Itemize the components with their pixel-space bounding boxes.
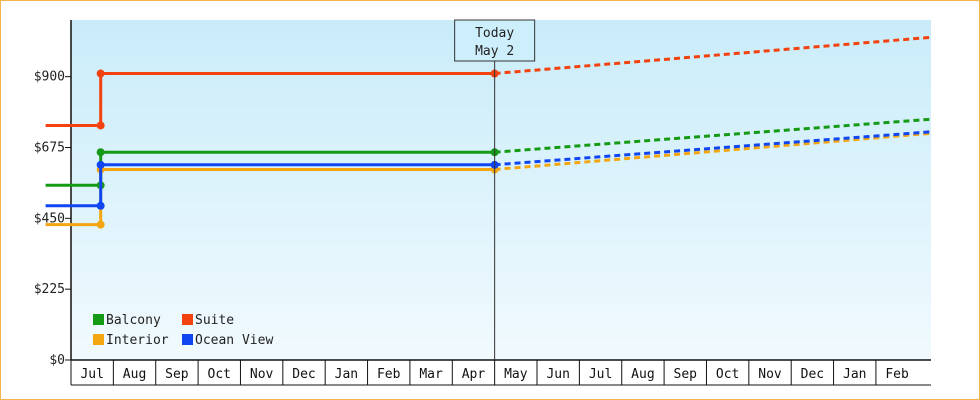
y-axis: $0 $225 $450 $675 $900 — [34, 20, 72, 368]
y-tick-label: $900 — [34, 70, 65, 85]
today-label-line1: Today — [475, 26, 514, 41]
x-tick-label: Dec — [801, 367, 824, 382]
x-tick-label: Apr — [462, 367, 486, 382]
series-history-line — [45, 163, 495, 208]
x-tick-label: Oct — [716, 367, 739, 382]
x-tick-label: Sep — [165, 367, 189, 382]
x-tick-label: May — [504, 367, 528, 382]
x-tick-label: Aug — [631, 367, 654, 382]
legend-label: Balcony — [106, 313, 161, 328]
x-tick-label: Jan — [843, 367, 866, 382]
data-point — [96, 69, 105, 78]
plot-area — [71, 20, 931, 360]
series-forecast-line — [494, 117, 932, 154]
legend-swatch — [93, 334, 104, 345]
legend: Balcony Suite Interior Ocean View — [93, 313, 273, 348]
legend-label: Interior — [106, 333, 169, 348]
legend-item: Ocean View — [182, 333, 273, 348]
data-point — [96, 148, 105, 157]
legend-item: Suite — [182, 313, 234, 328]
legend-item: Interior — [93, 333, 169, 348]
data-point — [96, 220, 105, 229]
x-tick-label: Aug — [123, 367, 146, 382]
x-tick-label: Feb — [885, 367, 909, 382]
x-axis: Jul Aug Sep Oct Nov Dec Jan Feb Mar Apr May Jun Jul A… — [70, 359, 931, 386]
y-tick-label: $225 — [34, 282, 65, 297]
x-tick-label: Jan — [335, 367, 358, 382]
x-tick-label: Jun — [546, 367, 569, 382]
series-layer — [45, 35, 932, 229]
y-tick-label: $450 — [34, 211, 65, 226]
series-history-line — [45, 72, 495, 127]
x-tick-label: Nov — [250, 367, 274, 382]
data-point — [96, 121, 105, 130]
x-tick-label: Oct — [208, 367, 231, 382]
legend-swatch — [93, 314, 104, 325]
x-tick-label: Jul — [80, 367, 103, 382]
legend-swatch — [182, 314, 193, 325]
x-tick-label: Feb — [377, 367, 401, 382]
x-tick-label: Jul — [589, 367, 612, 382]
data-point — [96, 160, 105, 169]
data-point — [96, 201, 105, 210]
today-label-line2: May 2 — [475, 44, 514, 59]
legend-label: Suite — [195, 313, 234, 328]
x-tick-label: Mar — [419, 367, 443, 382]
x-tick-label: Sep — [674, 367, 698, 382]
x-tick-label: Dec — [292, 367, 315, 382]
legend-swatch — [182, 334, 193, 345]
legend-item: Balcony — [93, 313, 161, 328]
today-marker: Today May 2 — [454, 19, 536, 360]
legend-label: Ocean View — [195, 333, 273, 348]
series-forecast-line — [494, 130, 932, 167]
x-tick-label: Nov — [758, 367, 782, 382]
y-tick-label: $0 — [49, 353, 65, 368]
today-label-box — [454, 19, 536, 62]
series-forecast-line — [494, 35, 932, 75]
series-forecast-line — [494, 131, 932, 171]
y-tick-label: $675 — [34, 141, 65, 156]
